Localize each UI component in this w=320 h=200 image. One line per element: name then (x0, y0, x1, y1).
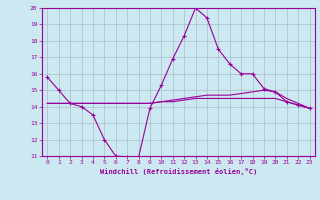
X-axis label: Windchill (Refroidissement éolien,°C): Windchill (Refroidissement éolien,°C) (100, 168, 257, 175)
